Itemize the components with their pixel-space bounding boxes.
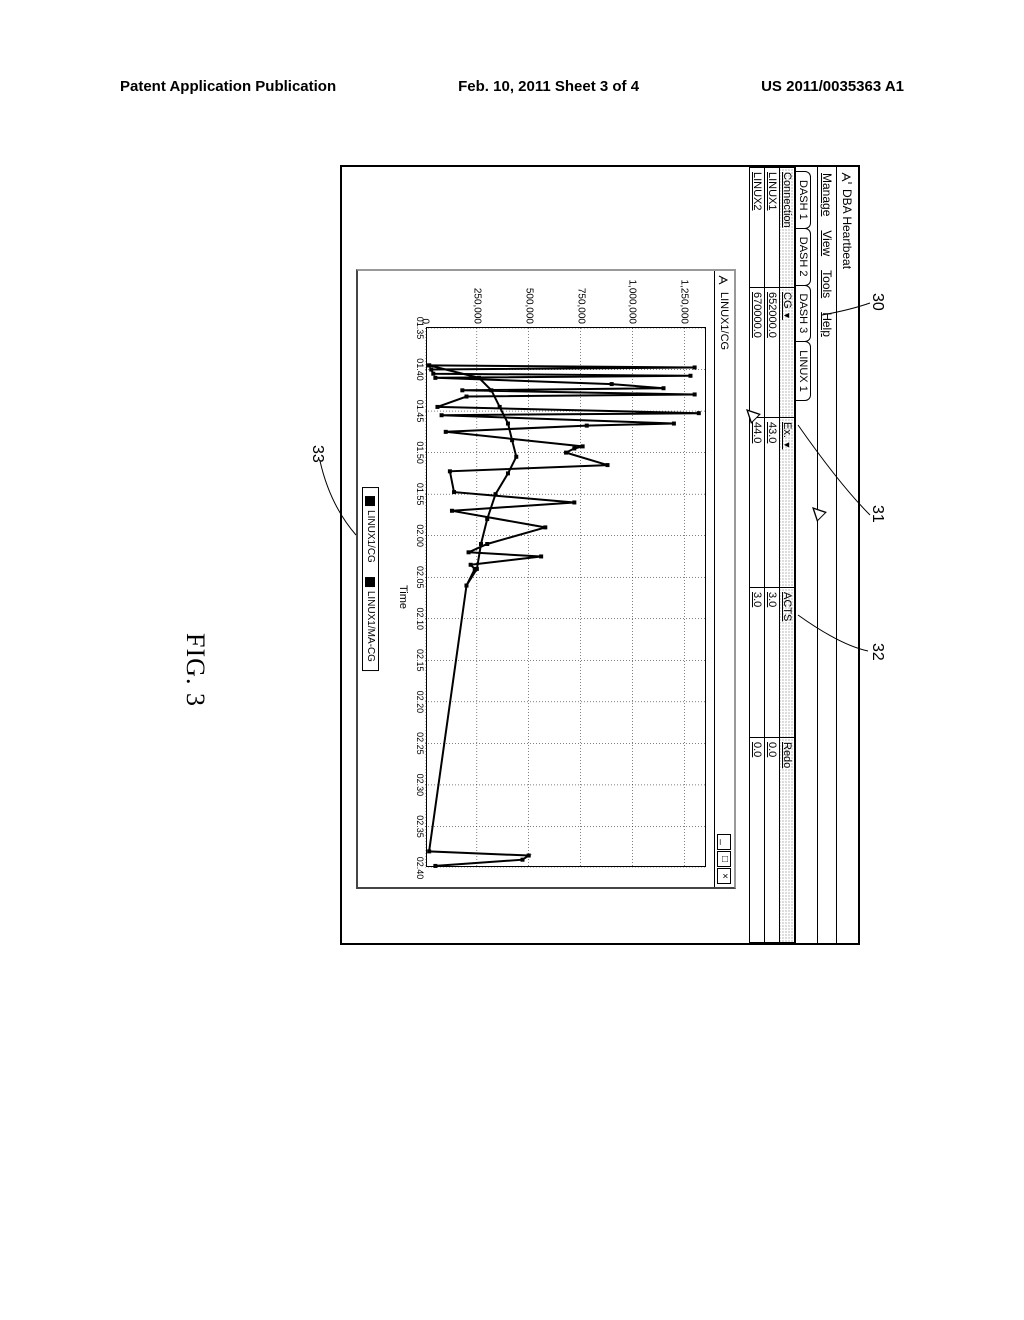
cell-cg: 670000.0 [750, 288, 765, 418]
chart-icon [718, 274, 732, 288]
cell-redo: 0.0 [765, 738, 780, 943]
legend-swatch [366, 577, 376, 587]
legend-label: LINUX1/CG [365, 510, 376, 563]
header-left: Patent Application Publication [120, 78, 336, 95]
chart-lines [425, 328, 705, 868]
app-icon [841, 171, 855, 185]
col-acts[interactable]: ACTS [780, 588, 795, 738]
figure-area: 30 31 32 DBA Heartbeat Manage View Tools… [120, 165, 890, 1175]
maximize-button[interactable]: □ [718, 851, 732, 867]
menu-view[interactable]: View [820, 230, 834, 256]
x-axis-labels: 01.3501.4001.4501.5001.5502.0002.0502.10… [411, 328, 425, 868]
figure-caption: FIG. 3 [180, 633, 210, 707]
window-title: DBA Heartbeat [841, 189, 855, 269]
header-right: US 2011/0035363 A1 [761, 78, 904, 95]
cell-acts: 3.0 [765, 588, 780, 738]
rotated-figure: 30 31 32 DBA Heartbeat Manage View Tools… [120, 165, 890, 1175]
tab-dash2[interactable]: DASH 2 [796, 228, 811, 286]
app-window: DBA Heartbeat Manage View Tools Help DAS… [340, 165, 860, 945]
col-ex[interactable]: Ex. ▼ [780, 418, 795, 588]
menu-tools[interactable]: Tools [820, 270, 834, 298]
sort-down-icon: ▼ [782, 309, 792, 320]
menu-help[interactable]: Help [820, 312, 834, 337]
x-axis-title: Time [397, 585, 409, 609]
callout-31: 31 [868, 505, 886, 523]
cell-cg: 652000.0 [765, 288, 780, 418]
data-table: Connection CG ▼ Ex. ▼ ACTS Redo LINUX1 6… [749, 167, 795, 943]
table-header-row: Connection CG ▼ Ex. ▼ ACTS Redo [780, 168, 795, 943]
header-center: Feb. 10, 2011 Sheet 3 of 4 [458, 78, 639, 95]
menu-manage[interactable]: Manage [820, 173, 834, 216]
tabbar: DASH 1 DASH 2 DASH 3 LINUX 1 [795, 167, 817, 943]
tab-linux1[interactable]: LINUX 1 [796, 341, 811, 401]
window-controls: _ □ × [718, 834, 732, 884]
cell-ex: 44.0 [750, 418, 765, 588]
close-button[interactable]: × [718, 868, 732, 884]
legend-swatch [366, 496, 376, 506]
table-row[interactable]: LINUX2 670000.0 44.0 3.0 0.0 [750, 168, 765, 943]
tab-dash3[interactable]: DASH 3 [796, 285, 811, 343]
tab-dash1[interactable]: DASH 1 [796, 171, 811, 229]
chart-titlebar: LINUX1/CG _ □ × [714, 271, 734, 887]
col-cg[interactable]: CG ▼ [780, 288, 795, 418]
legend-item: LINUX1/CG [365, 496, 376, 563]
minimize-button[interactable]: _ [718, 834, 732, 850]
cell-conn: LINUX1 [765, 168, 780, 288]
cell-conn: LINUX2 [750, 168, 765, 288]
sort-down-icon: ▼ [782, 438, 792, 449]
table-row[interactable]: LINUX1 652000.0 43.0 3.0 0.0 [765, 168, 780, 943]
callout-33: 33 [308, 445, 326, 463]
cell-acts: 3.0 [750, 588, 765, 738]
callout-30: 30 [868, 293, 886, 311]
callout-32: 32 [868, 643, 886, 661]
legend-label: LINUX1/MA-CG [365, 591, 376, 662]
chart-body: 0250,000500,000750,0001,000,0001,250,000… [358, 271, 714, 887]
menubar: Manage View Tools Help [817, 167, 836, 943]
legend-item: LINUX1/MA-CG [365, 577, 376, 662]
chart-legend: LINUX1/CG LINUX1/MA-CG [362, 487, 379, 671]
cell-ex: 43.0 [765, 418, 780, 588]
cell-redo: 0.0 [750, 738, 765, 943]
page-header: Patent Application Publication Feb. 10, … [0, 78, 1024, 95]
titlebar: DBA Heartbeat [836, 167, 858, 943]
plot-area: 0250,000500,000750,0001,000,0001,250,000… [426, 327, 706, 867]
y-axis-labels: 0250,000500,000750,0001,000,0001,250,000 [425, 274, 705, 326]
col-connection[interactable]: Connection [780, 168, 795, 288]
chart-title: LINUX1/CG [719, 292, 731, 350]
col-redo[interactable]: Redo [780, 738, 795, 943]
chart-window: LINUX1/CG _ □ × 0250,000500,000750,0001,… [356, 269, 736, 889]
